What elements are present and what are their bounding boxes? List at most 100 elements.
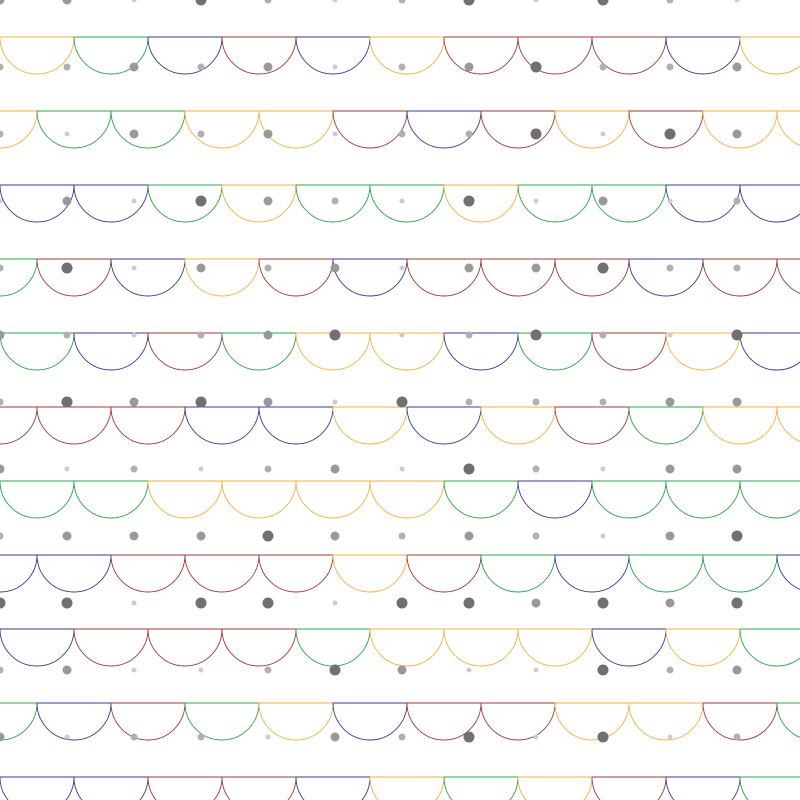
polka-dot [332, 0, 338, 3]
polka-dot [599, 63, 607, 71]
scallop-arc [406, 110, 482, 149]
scallop-arc [591, 480, 667, 519]
polka-dot [195, 195, 207, 207]
scallop-arc [332, 702, 408, 741]
polka-dot [399, 466, 405, 472]
scallop-arc [443, 628, 519, 667]
scallop-arc [0, 702, 38, 741]
polka-dot [600, 131, 606, 137]
scallop-arc [591, 184, 667, 223]
polka-dot [599, 331, 607, 339]
polka-dot [264, 264, 272, 272]
scallop-arc [591, 332, 667, 371]
scallop-arc [628, 258, 704, 297]
polka-dot [731, 530, 743, 542]
polka-dot [465, 130, 473, 138]
scallop-arc [739, 184, 800, 223]
scallop-arc [221, 36, 297, 75]
scallop-arc [665, 332, 741, 371]
polka-dot [665, 531, 675, 541]
scallop-arc [147, 332, 223, 371]
polka-dot [129, 531, 139, 541]
polka-dot [64, 466, 70, 472]
scallop-arc [110, 554, 186, 593]
scallop-arc [776, 554, 800, 590]
polka-dot [667, 734, 673, 740]
polka-dot [262, 597, 274, 609]
polka-dot [599, 398, 607, 406]
polka-dot [731, 329, 743, 341]
scallop-arc [702, 702, 778, 741]
polka-dot [667, 198, 673, 204]
polka-dot [196, 531, 206, 541]
polka-dot [195, 597, 207, 609]
polka-dot [399, 198, 405, 204]
scallop-arc [73, 184, 149, 223]
scallop-arc [665, 776, 741, 800]
polka-dot [331, 197, 339, 205]
scallop-arc [480, 110, 556, 149]
scallop-arc [0, 332, 75, 371]
polka-dot [464, 263, 474, 273]
polka-dot [264, 0, 272, 4]
scallop-arc [776, 406, 800, 442]
polka-dot [532, 532, 540, 540]
polka-dot [463, 0, 475, 6]
polka-dot [332, 600, 338, 606]
polka-dot [0, 198, 3, 204]
scallop-arc [0, 36, 75, 75]
polka-dot [131, 332, 137, 338]
polka-dot [262, 530, 274, 542]
scallop-arc [0, 776, 75, 800]
scallop-arc [554, 110, 630, 149]
polka-dot [463, 597, 475, 609]
scallop-arc [591, 628, 667, 667]
polka-dot [464, 62, 474, 72]
polka-dot [264, 666, 272, 674]
scallop-arc [184, 702, 260, 741]
polka-dot [62, 531, 72, 541]
scallop-arc [147, 184, 223, 223]
scallop-arc [0, 184, 75, 223]
polka-dot [263, 62, 273, 72]
scallop-arcs-layer [0, 36, 800, 800]
polka-dot [332, 64, 338, 70]
polka-dot [332, 399, 338, 405]
polka-dot [398, 63, 406, 71]
scallop-arc [517, 776, 593, 800]
polka-dot [664, 128, 676, 140]
scallop-arc [184, 110, 260, 149]
polka-dot [731, 597, 743, 609]
scallop-arc [665, 480, 741, 519]
polka-dot [666, 264, 674, 272]
scallop-arc [110, 258, 186, 297]
polka-dot [666, 0, 674, 4]
polka-dot [61, 597, 73, 609]
scallop-arc [110, 702, 186, 741]
scallop-arc [369, 332, 445, 371]
polka-dot [597, 262, 609, 274]
polka-dot [398, 0, 406, 4]
polka-dot [464, 531, 474, 541]
polka-dot [399, 265, 405, 271]
scallop-arc [517, 628, 593, 667]
scallop-arc [147, 776, 223, 800]
scallop-arc [443, 184, 519, 223]
scallop-arc [110, 110, 186, 149]
polka-dot [463, 195, 475, 207]
scallop-arc [739, 332, 800, 371]
scallop-arc [517, 36, 593, 75]
polka-dot [530, 61, 542, 73]
polka-dot [61, 262, 73, 274]
scallop-arc [369, 628, 445, 667]
polka-dot [61, 396, 73, 408]
scallop-arc [702, 406, 778, 445]
polka-dot [732, 397, 742, 407]
scallop-arc [480, 258, 556, 297]
polka-dot [195, 0, 207, 6]
scallop-arc [517, 184, 593, 223]
scallop-arc [443, 776, 519, 800]
polka-dot [533, 667, 539, 673]
scallop-arc [295, 480, 371, 519]
